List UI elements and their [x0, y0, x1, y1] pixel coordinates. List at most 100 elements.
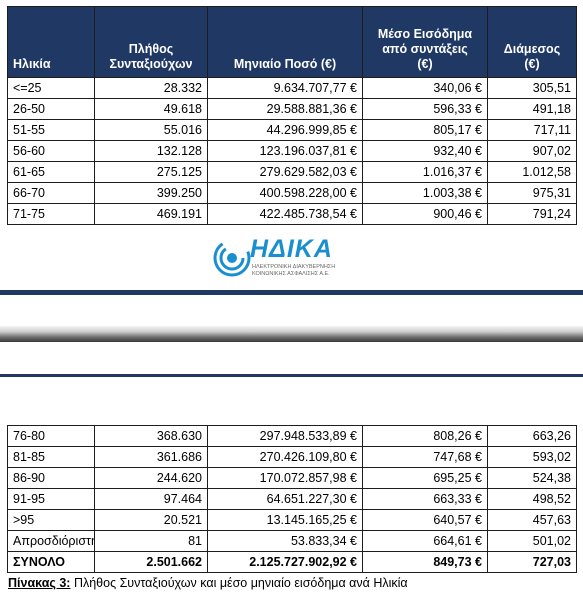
page-break-shadow: [0, 326, 583, 342]
cell-mean: 1.016,37 €: [362, 161, 488, 183]
table-row: Απροσδιόριστη 81 53.833,34 €664,61 €501,02: [7, 530, 577, 552]
pensioners-table-top: Ηλικία Πλήθος Συνταξιούχων Μηνιαίο Ποσό …: [7, 6, 577, 225]
cell-age: 51-55: [7, 119, 95, 141]
pensioners-table-bottom: 76-80 368.630 297.948.533,89 €808,26 € 663,…: [7, 425, 577, 573]
total-count: 2.501.662: [94, 551, 208, 573]
table-body-bottom: 76-80 368.630 297.948.533,89 €808,26 € 663,…: [7, 425, 577, 573]
header-mean: Μέσο Εισόδημα από συντάξεις (€): [362, 6, 488, 78]
cell-median: 975,31: [487, 182, 577, 204]
table-body-top: <=25 28.332 9.634.707,77 €340,06 €305,51 26…: [7, 77, 577, 225]
cell-count: 55.016: [94, 119, 208, 141]
cell-age: 81-85: [7, 446, 95, 468]
cell-count: 399.250: [94, 182, 208, 204]
cell-mean: 640,57 €: [362, 509, 488, 531]
cell-age: 66-70: [7, 182, 95, 204]
cell-mean: 695,25 €: [362, 467, 488, 489]
cell-median: 791,24: [487, 203, 577, 225]
header-monthly: Μηνιαίο Ποσό (€): [207, 6, 363, 78]
cell-mean: 596,33 €: [362, 98, 488, 120]
caption-label: Πίνακας 3:: [8, 576, 71, 590]
cell-count: 20.521: [94, 509, 208, 531]
logo-subtitle-2: ΚΟΙΝΩΝΙΚΗΣ ΑΣΦΑΛΙΣΗΣ Α.Ε.: [252, 271, 330, 277]
cell-median: 524,38: [487, 467, 577, 489]
total-monthly: 2.125.727.902,92 €: [207, 551, 363, 573]
cell-mean: 663,33 €: [362, 488, 488, 510]
cell-age: >95: [7, 509, 95, 531]
cell-monthly: 64.651.227,30 €: [207, 488, 363, 510]
header-median-text: Διάμεσος (€): [503, 42, 561, 71]
table-row: 71-75 469.191 422.485.738,54 €900,46 €791,…: [7, 203, 577, 225]
cell-age: 61-65: [7, 161, 95, 183]
cell-mean: 664,61 €: [362, 530, 488, 552]
cell-monthly: 13.145.165,25 €: [207, 509, 363, 531]
table-row: 56-60 132.128 123.196.037,81 €932,40 €907,…: [7, 140, 577, 162]
cell-age: 86-90: [7, 467, 95, 489]
cell-median: 498,52: [487, 488, 577, 510]
header-count-text: Πλήθος Συνταξιούχων: [109, 42, 193, 71]
cell-count: 368.630: [94, 425, 208, 447]
cell-mean: 340,06 €: [362, 77, 488, 99]
cell-monthly: 400.598.228,00 €: [207, 182, 363, 204]
cell-monthly: 53.833,34 €: [207, 530, 363, 552]
table-row: 66-70 399.250 400.598.228,00 €1.003,38 €97…: [7, 182, 577, 204]
cell-monthly: 44.296.999,85 €: [207, 119, 363, 141]
cell-monthly: 29.588.881,36 €: [207, 98, 363, 120]
cell-monthly: 123.196.037,81 €: [207, 140, 363, 162]
cell-monthly: 170.072.857,98 €: [207, 467, 363, 489]
table-row: 26-50 49.618 29.588.881,36 €596,33 €491,18: [7, 98, 577, 120]
cell-count: 49.618: [94, 98, 208, 120]
logo-subtitle-1: ΗΛΕΚΤΡΟΝΙΚΗ ΔΙΑΚΥΒΕΡΝΗΣΗ: [252, 264, 336, 270]
cell-count: 469.191: [94, 203, 208, 225]
cell-monthly: 9.634.707,77 €: [207, 77, 363, 99]
table-row: >95 20.521 13.145.165,25 €640,57 €457,63: [7, 509, 577, 531]
table-row: 86-90 244.620 170.072.857,98 €695,25 €524,…: [7, 467, 577, 489]
cell-age: Απροσδιόριστη: [7, 530, 95, 552]
cell-mean: 808,26 €: [362, 425, 488, 447]
total-age: ΣΥΝΟΛΟ: [7, 551, 95, 573]
cell-median: 491,18: [487, 98, 577, 120]
cell-median: 907,02: [487, 140, 577, 162]
cell-count: 275.125: [94, 161, 208, 183]
cell-mean: 1.003,38 €: [362, 182, 488, 204]
cell-mean: 932,40 €: [362, 140, 488, 162]
table-row: 61-65 275.125 279.629.582,03 €1.016,37 €1.…: [7, 161, 577, 183]
table-row: 76-80 368.630 297.948.533,89 €808,26 €663,…: [7, 425, 577, 447]
table-header-row: Ηλικία Πλήθος Συνταξιούχων Μηνιαίο Ποσό …: [7, 6, 577, 78]
cell-median: 305,51: [487, 77, 577, 99]
idika-logo: ΗΔΙΚΑ ΗΛΕΚΤΡΟΝΙΚΗ ΔΙΑΚΥΒΕΡΝΗΣΗ ΚΟΙΝΩΝΙΚΗ…: [212, 235, 342, 282]
header-age: Ηλικία: [7, 6, 95, 78]
cell-median: 457,63: [487, 509, 577, 531]
cell-median: 593,02: [487, 446, 577, 468]
table-row: 51-55 55.016 44.296.999,85 €805,17 €717,11: [7, 119, 577, 141]
total-median: 727,03: [487, 551, 577, 573]
cell-count: 28.332: [94, 77, 208, 99]
cell-age: <=25: [7, 77, 95, 99]
cell-median: 501,02: [487, 530, 577, 552]
header-mean-text: Μέσο Εισόδημα από συντάξεις (€): [377, 27, 473, 71]
cell-age: 71-75: [7, 203, 95, 225]
table-row: 81-85 361.686 270.426.109,80 €747,68 €593,…: [7, 446, 577, 468]
cell-count: 244.620: [94, 467, 208, 489]
table-row: <=25 28.332 9.634.707,77 €340,06 €305,51: [7, 77, 577, 99]
cell-monthly: 270.426.109,80 €: [207, 446, 363, 468]
header-median: Διάμεσος (€): [487, 6, 577, 78]
logo-name: ΗΔΙΚΑ: [250, 235, 333, 263]
total-row: ΣΥΝΟΛΟ 2.501.662 2.125.727.902,92 €849,73 …: [7, 551, 577, 573]
cell-mean: 805,17 €: [362, 119, 488, 141]
page-divider-top: [0, 290, 583, 295]
cell-age: 56-60: [7, 140, 95, 162]
page-divider-bottom: [0, 374, 583, 377]
total-mean: 849,73 €: [362, 551, 488, 573]
header-count: Πλήθος Συνταξιούχων: [94, 6, 208, 78]
cell-monthly: 297.948.533,89 €: [207, 425, 363, 447]
table-caption: Πίνακας 3: Πλήθος Συνταξιούχων και μέσο …: [8, 576, 408, 590]
idika-logo-icon: [213, 239, 251, 277]
cell-mean: 747,68 €: [362, 446, 488, 468]
cell-age: 76-80: [7, 425, 95, 447]
cell-age: 26-50: [7, 98, 95, 120]
cell-count: 97.464: [94, 488, 208, 510]
cell-median: 717,11: [487, 119, 577, 141]
cell-monthly: 422.485.738,54 €: [207, 203, 363, 225]
caption-text: Πλήθος Συνταξιούχων και μέσο μηνιαίο εισ…: [70, 576, 408, 590]
table-row: 91-95 97.464 64.651.227,30 €663,33 €498,52: [7, 488, 577, 510]
